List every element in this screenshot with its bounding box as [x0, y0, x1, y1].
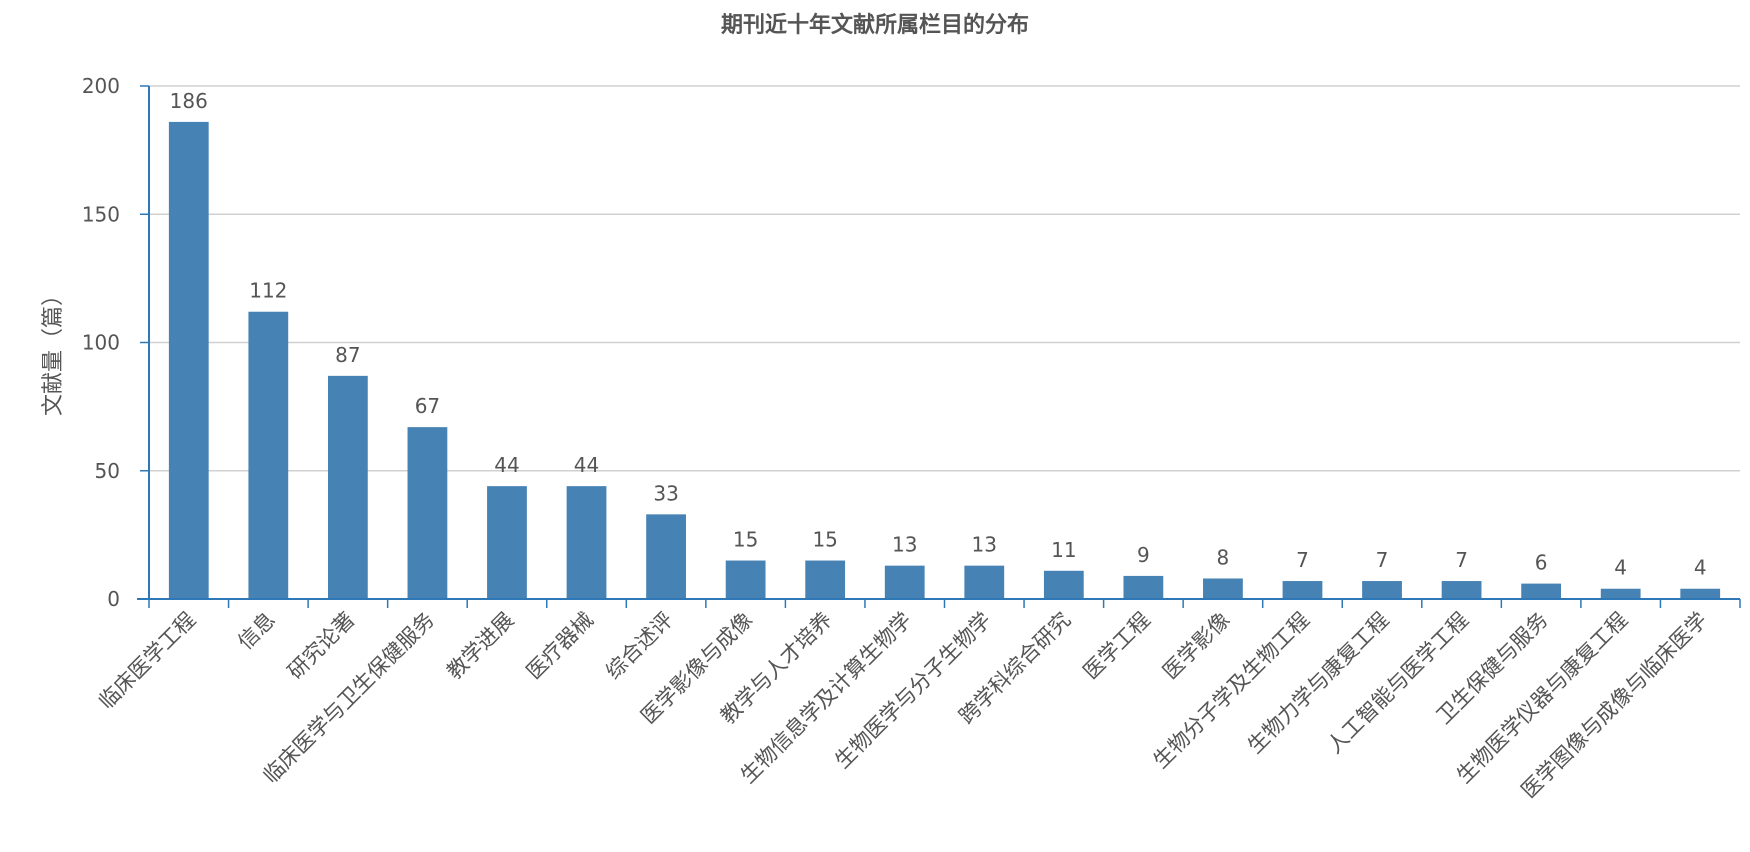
x-tick-label: 生物力学与康复工程 — [1243, 608, 1394, 759]
bar-4[interactable] — [407, 427, 448, 599]
x-tick-label: 医疗器械 — [522, 608, 598, 684]
data-label: 87 — [335, 343, 360, 367]
bar-16[interactable] — [1362, 581, 1402, 599]
x-tick-label: 教学进展 — [442, 608, 518, 684]
bar-7[interactable] — [646, 514, 686, 599]
bar-11[interactable] — [964, 565, 1005, 599]
bar-12[interactable] — [1043, 570, 1084, 599]
data-label: 7 — [1296, 548, 1309, 572]
data-label: 6 — [1535, 551, 1548, 575]
bar-8[interactable] — [725, 560, 766, 599]
bar-3[interactable] — [327, 375, 368, 599]
x-tick-label: 医学影像 — [1158, 608, 1234, 684]
data-label: 13 — [892, 533, 917, 557]
x-tick-label: 综合述评 — [601, 608, 677, 684]
bar-10[interactable] — [884, 565, 925, 599]
bar-1[interactable] — [168, 121, 209, 599]
data-label: 13 — [972, 533, 997, 557]
data-label: 11 — [1051, 538, 1076, 562]
y-tick-label: 100 — [82, 331, 120, 355]
bar-6[interactable] — [566, 486, 607, 599]
bar-5[interactable] — [487, 486, 527, 599]
bar-17[interactable] — [1441, 581, 1482, 599]
chart-title: 期刊近十年文献所属栏目的分布 — [721, 12, 1029, 38]
bar-18[interactable] — [1521, 583, 1562, 599]
data-label: 4 — [1614, 556, 1627, 580]
x-tick-label: 研究论著 — [283, 608, 359, 684]
bar-13[interactable] — [1123, 575, 1164, 599]
data-label: 7 — [1455, 548, 1468, 572]
data-label: 8 — [1217, 545, 1230, 569]
x-tick-label: 生物医学与分子生物学 — [830, 608, 995, 773]
bar-15[interactable] — [1282, 581, 1323, 599]
data-label: 44 — [494, 453, 519, 477]
bar-14[interactable] — [1203, 578, 1243, 599]
x-tick-label: 人工智能与医学工程 — [1322, 608, 1473, 759]
bars — [168, 121, 1721, 599]
data-label: 15 — [733, 528, 758, 552]
data-label: 33 — [653, 481, 678, 505]
bar-9[interactable] — [805, 560, 846, 599]
data-label: 7 — [1376, 548, 1389, 572]
data-label: 44 — [574, 453, 599, 477]
bar-2[interactable] — [248, 311, 289, 599]
data-label: 9 — [1137, 543, 1150, 567]
data-label: 112 — [249, 279, 287, 303]
x-tick-label: 信息 — [233, 608, 280, 655]
bar-19[interactable] — [1600, 588, 1641, 599]
x-tick-label: 临床医学工程 — [94, 608, 200, 714]
data-label: 4 — [1694, 556, 1707, 580]
y-tick-label: 50 — [95, 459, 120, 483]
gridlines — [149, 85, 1740, 472]
y-tick-label: 0 — [107, 587, 120, 611]
axes — [137, 85, 1741, 608]
x-tick-label: 生物分子学及生物工程 — [1149, 608, 1314, 773]
bar-20[interactable] — [1680, 588, 1721, 599]
x-tick-label: 医学工程 — [1079, 608, 1155, 684]
data-label: 67 — [415, 394, 440, 418]
y-axis-ticks: 0 50 100 150 200 — [82, 74, 120, 611]
y-tick-label: 200 — [82, 74, 120, 98]
data-label: 15 — [812, 528, 837, 552]
y-tick-label: 150 — [82, 202, 120, 226]
data-label: 186 — [170, 89, 208, 113]
y-axis-label: 文献量（篇） — [41, 284, 66, 416]
